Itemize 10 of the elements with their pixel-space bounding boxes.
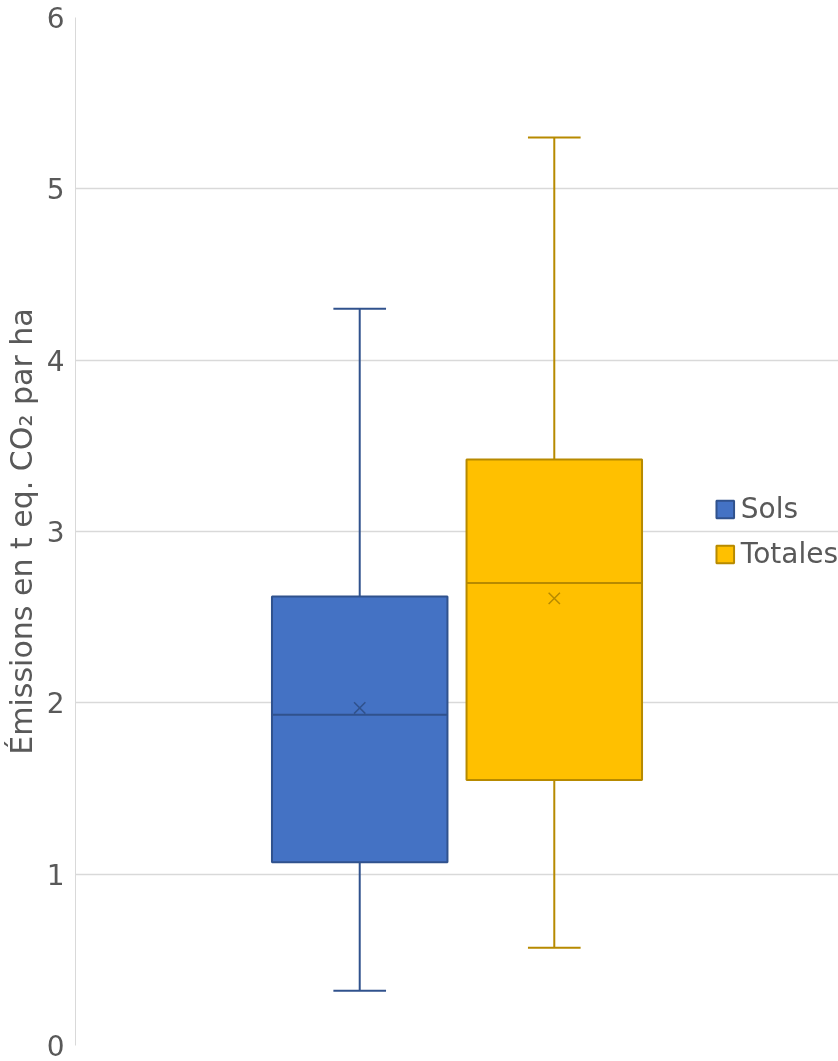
y-tick-label: 5 bbox=[46, 173, 65, 207]
y-tick-label: 6 bbox=[46, 2, 65, 35]
y-tick-label: 2 bbox=[46, 687, 65, 721]
y-axis-title: Émissions en t eq. CO₂ par ha bbox=[3, 308, 39, 755]
y-tick-label: 0 bbox=[46, 1030, 65, 1061]
y-tick-label: 1 bbox=[46, 858, 65, 892]
y-tick-label: 3 bbox=[46, 516, 65, 549]
legend-label: Totales bbox=[740, 537, 838, 570]
y-tick-label: 4 bbox=[46, 344, 65, 378]
legend-label: Sols bbox=[740, 492, 799, 525]
